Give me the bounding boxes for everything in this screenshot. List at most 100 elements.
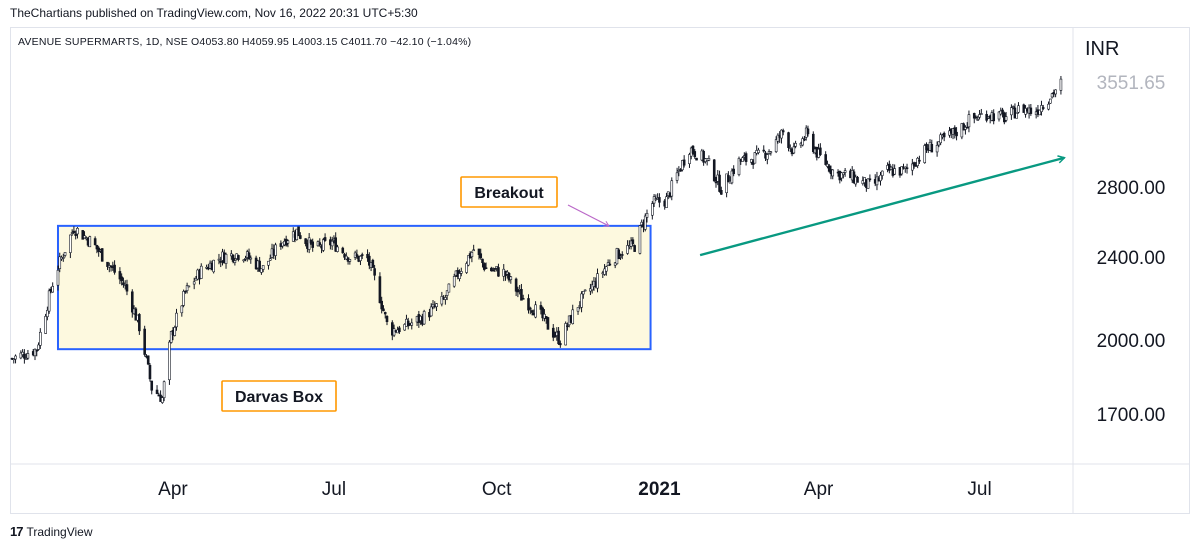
candle <box>840 171 843 182</box>
candle <box>942 131 946 142</box>
candle <box>244 255 247 262</box>
candle <box>138 313 141 335</box>
candle <box>286 239 290 248</box>
candle <box>63 252 67 258</box>
candle <box>192 277 196 290</box>
candle <box>297 226 300 237</box>
candle <box>143 325 146 357</box>
candle <box>856 175 859 183</box>
candle <box>801 136 804 147</box>
candle <box>571 304 575 325</box>
candle <box>753 152 757 164</box>
candle <box>88 235 92 248</box>
candle <box>307 233 311 254</box>
candle <box>831 169 835 180</box>
candle <box>992 109 996 125</box>
breakout-label[interactable]: Breakout <box>460 176 558 208</box>
candle <box>866 178 870 189</box>
candle <box>997 111 1001 122</box>
candle <box>482 262 486 272</box>
price-tick-label: 2000.00 <box>1097 331 1166 352</box>
candle <box>93 236 97 246</box>
candle <box>95 244 99 254</box>
candle <box>539 301 543 315</box>
candle <box>470 250 474 263</box>
candle <box>527 294 530 314</box>
candle <box>893 164 896 175</box>
candle <box>707 155 711 162</box>
candle <box>962 122 965 131</box>
candle <box>553 331 557 339</box>
candle <box>258 256 261 272</box>
candle <box>175 308 178 331</box>
candle <box>824 151 827 166</box>
candle <box>19 350 23 360</box>
candle <box>645 209 649 223</box>
candle <box>688 152 691 168</box>
candle <box>481 258 484 268</box>
candle <box>465 261 468 274</box>
candle <box>935 141 939 157</box>
candle <box>638 224 642 255</box>
candle <box>626 240 629 255</box>
darvas-box[interactable] <box>56 224 652 351</box>
candle <box>368 252 371 270</box>
candle <box>1001 107 1004 118</box>
candle <box>260 268 263 275</box>
candle <box>212 259 215 274</box>
candle <box>199 263 203 279</box>
candle <box>693 149 697 159</box>
candle <box>712 159 716 182</box>
candle <box>631 237 635 247</box>
candle <box>458 269 461 282</box>
candle <box>780 129 783 144</box>
candle <box>953 125 957 139</box>
candle <box>459 267 463 277</box>
candle <box>373 264 376 281</box>
candle <box>534 301 537 319</box>
candle <box>978 110 981 120</box>
uptrend-arrow[interactable] <box>699 155 1066 257</box>
candle <box>750 158 753 165</box>
brand-name: TradingView <box>26 524 93 539</box>
candle <box>643 213 647 232</box>
candle <box>125 279 129 296</box>
candle <box>905 163 909 174</box>
candle <box>730 168 734 185</box>
candle <box>304 238 307 247</box>
footer-brand[interactable]: 17 TradingView <box>10 524 93 539</box>
symbol-legend: AVENUE SUPERMARTS, 1D, NSE O4053.80 H405… <box>18 36 472 48</box>
candle <box>334 232 337 252</box>
candle <box>479 248 483 260</box>
candle <box>658 193 661 208</box>
candle <box>1059 75 1063 95</box>
candle <box>39 328 42 349</box>
candle <box>1038 109 1041 116</box>
candle <box>1047 101 1050 111</box>
candle <box>440 291 444 307</box>
candle <box>477 248 481 260</box>
candle <box>46 306 49 321</box>
candle <box>23 349 26 364</box>
candle <box>930 139 934 153</box>
candle <box>380 296 383 314</box>
candle <box>118 267 122 285</box>
candle <box>422 309 426 325</box>
candle <box>261 265 265 273</box>
candle <box>267 260 270 270</box>
candle <box>58 252 62 273</box>
candle <box>336 244 339 253</box>
candle <box>620 251 624 260</box>
candle <box>528 306 532 315</box>
candle <box>608 259 612 267</box>
candle <box>268 254 272 261</box>
candle <box>702 149 705 166</box>
last-price-label: 3551.65 <box>1097 73 1166 94</box>
darvas-box-label[interactable]: Darvas Box <box>221 380 337 412</box>
candle <box>56 265 60 291</box>
publisher-caption: TheChartians published on TradingView.co… <box>10 6 418 20</box>
candle <box>274 242 277 260</box>
candle <box>633 244 636 252</box>
breakout-arrow[interactable] <box>567 204 610 227</box>
